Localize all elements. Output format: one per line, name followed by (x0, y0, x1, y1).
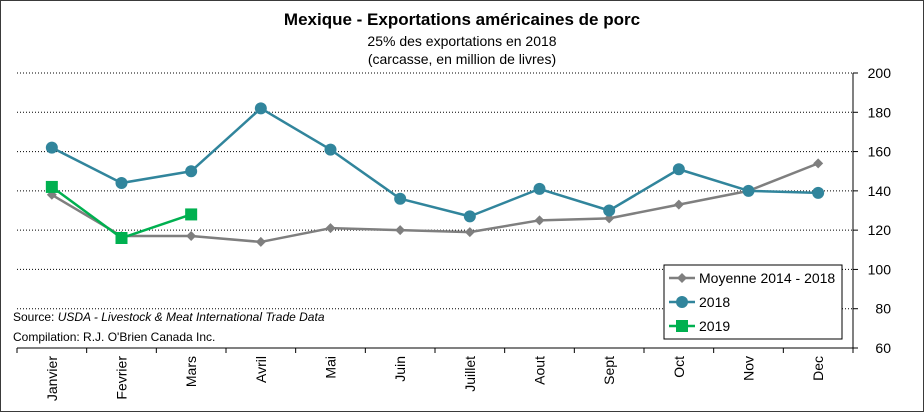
compilation-text: Compilation: R.J. O'Brien Canada Inc. (13, 330, 215, 344)
data-point (533, 182, 546, 195)
data-point (255, 236, 266, 247)
x-tick-label: Mai (323, 356, 339, 379)
legend: Moyenne 2014 - 2018 2018 2019 (663, 264, 843, 340)
y-tick-label: 180 (868, 104, 892, 120)
data-point (672, 163, 685, 176)
data-point (325, 223, 336, 234)
y-tick-label: 100 (868, 261, 892, 277)
data-point (463, 210, 476, 223)
chart-subtitle-2: (carcasse, en million de livres) (368, 51, 556, 67)
data-point (324, 143, 337, 156)
y-tick-label: 200 (868, 65, 892, 81)
legend-label: Moyenne 2014 - 2018 (699, 270, 835, 286)
y-tick-label: 120 (868, 222, 892, 238)
x-tick-label: Nov (741, 356, 757, 381)
legend-marker (677, 273, 687, 283)
legend-marker (676, 320, 688, 332)
data-point (185, 208, 198, 221)
data-point (186, 231, 197, 242)
x-tick-label: Janvier (44, 356, 60, 401)
data-point (464, 227, 475, 238)
data-point (45, 180, 58, 193)
y-tick-label: 160 (868, 144, 892, 160)
chart-title: Mexique - Exportations américaines de po… (284, 10, 640, 29)
data-point (395, 225, 406, 236)
x-tick-label: Fevrier (114, 356, 130, 400)
data-point (742, 184, 755, 197)
x-tick-label: Dec (810, 356, 826, 381)
data-point (673, 199, 684, 210)
chart-subtitle-1: 25% des exportations en 2018 (367, 33, 556, 49)
data-point (394, 192, 407, 205)
y-tick-label: 80 (875, 301, 891, 317)
data-point (185, 165, 198, 178)
x-tick-label: Mars (183, 356, 199, 387)
data-point (812, 186, 825, 199)
x-tick-label: Oct (671, 356, 687, 378)
x-tick-label: Juillet (462, 356, 478, 392)
x-tick-label: Juin (392, 356, 408, 382)
y-tick-label: 140 (868, 183, 892, 199)
series-line-2 (51, 107, 819, 218)
series (45, 102, 825, 247)
data-point (813, 158, 824, 169)
data-point (254, 102, 267, 115)
x-tick-label: Sept (601, 356, 617, 385)
data-point (115, 232, 128, 244)
legend-label: 2018 (699, 294, 730, 310)
data-point (45, 141, 58, 154)
y-tick-label: 60 (875, 340, 891, 356)
source-prefix: Source: (13, 310, 58, 324)
axes: 60 80 100 120 140 160 180 200 Janvier Fevrier Mars… (16, 65, 892, 401)
data-point (603, 204, 616, 217)
x-tick-label: Avril (253, 356, 269, 383)
data-point (534, 215, 545, 226)
data-point (115, 177, 128, 189)
source-name: USDA - Livestock & Meat International Tr… (58, 310, 325, 324)
legend-label: 2019 (699, 318, 730, 334)
legend-marker (676, 296, 688, 308)
source-text: Source: USDA - Livestock & Meat Internat… (13, 310, 325, 324)
series-line-1 (51, 162, 819, 244)
x-tick-label: Aout (532, 356, 548, 385)
